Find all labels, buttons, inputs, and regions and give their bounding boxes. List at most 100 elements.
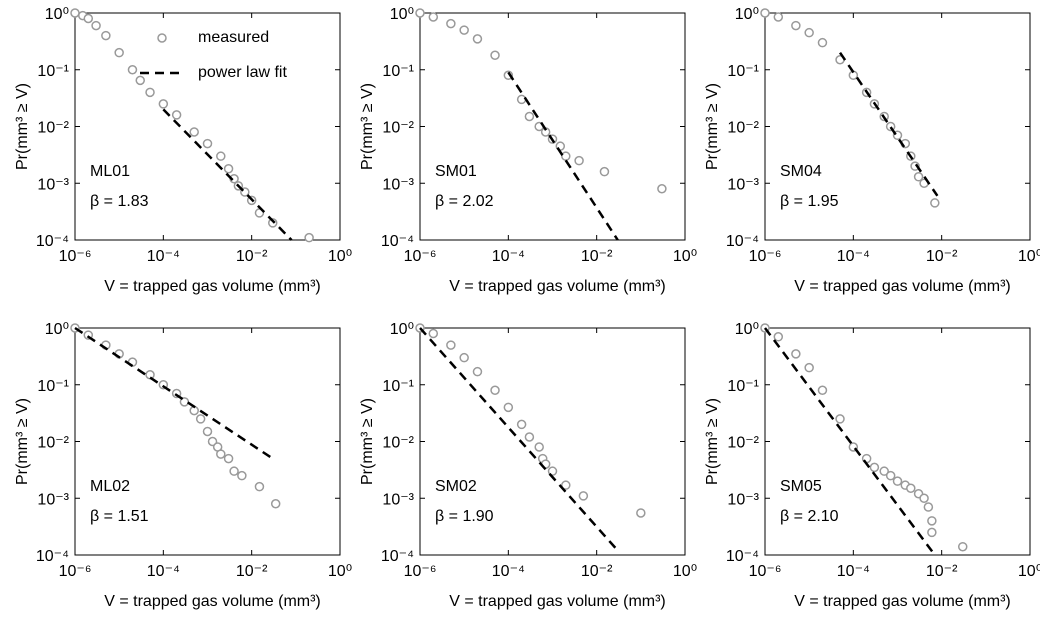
panel-label: SM02 xyxy=(435,478,477,495)
data-point xyxy=(428,328,439,339)
y-tick-label: 10⁻² xyxy=(37,120,69,137)
data-point xyxy=(791,349,801,359)
panel-label: SM01 xyxy=(435,163,477,180)
data-point xyxy=(927,516,937,526)
data-point xyxy=(459,352,469,363)
data-point xyxy=(906,483,916,494)
y-axis-label: Pr(mm³ ≥ V) xyxy=(14,398,31,485)
x-axis-label: V = trapped gas volume (mm³) xyxy=(104,593,321,610)
data-point xyxy=(516,419,527,430)
y-tick-label: 10⁻⁴ xyxy=(726,548,759,565)
data-point xyxy=(599,166,610,177)
data-point xyxy=(254,481,265,492)
x-axis-label: V = trapped gas volume (mm³) xyxy=(794,278,1011,295)
x-tick-label: 10⁰ xyxy=(673,563,697,580)
y-tick-label: 10⁻⁴ xyxy=(36,233,69,250)
y-tick-label: 10⁰ xyxy=(390,321,414,338)
x-tick-label: 10⁻⁶ xyxy=(59,563,92,580)
x-tick-label: 10⁻⁶ xyxy=(749,248,782,265)
data-point xyxy=(91,20,101,31)
data-point xyxy=(923,502,934,512)
data-point xyxy=(216,151,226,161)
y-tick-label: 10⁻³ xyxy=(382,176,414,193)
x-tick-label: 10⁻² xyxy=(236,563,268,580)
y-tick-label: 10⁻² xyxy=(382,435,414,452)
y-tick-label: 10⁻⁴ xyxy=(381,233,414,250)
data-point xyxy=(534,442,544,452)
data-point xyxy=(270,498,281,509)
y-tick-label: 10⁰ xyxy=(45,321,69,338)
x-axis-label: V = trapped gas volume (mm³) xyxy=(449,278,666,295)
data-point xyxy=(229,466,239,476)
data-point xyxy=(145,87,155,98)
data-point xyxy=(459,25,469,35)
data-point xyxy=(114,47,124,58)
x-tick-label: 10⁰ xyxy=(1018,563,1040,580)
x-tick-label: 10⁻⁶ xyxy=(59,248,92,265)
x-tick-label: 10⁻⁴ xyxy=(147,563,180,580)
data-point xyxy=(223,164,234,174)
data-point xyxy=(885,470,896,481)
data-point xyxy=(216,449,226,459)
y-tick-label: 10⁻¹ xyxy=(37,63,69,80)
data-point xyxy=(428,12,439,22)
panel-label: SM04 xyxy=(780,163,822,180)
data-point xyxy=(957,541,968,552)
data-point xyxy=(304,232,314,243)
data-point xyxy=(472,366,483,377)
x-tick-label: 10⁻⁴ xyxy=(492,248,525,265)
y-tick-label: 10⁻⁴ xyxy=(381,548,414,565)
data-point xyxy=(879,466,889,476)
y-tick-label: 10⁰ xyxy=(735,6,759,23)
x-tick-label: 10⁻⁶ xyxy=(749,563,782,580)
y-tick-label: 10⁻¹ xyxy=(37,378,69,395)
data-point xyxy=(189,127,199,137)
data-point xyxy=(773,12,784,22)
x-axis-label: V = trapped gas volume (mm³) xyxy=(449,593,666,610)
x-tick-label: 10⁰ xyxy=(328,563,352,580)
y-tick-label: 10⁰ xyxy=(390,6,414,23)
x-tick-label: 10⁰ xyxy=(673,248,697,265)
panel-label: ML02 xyxy=(90,478,130,495)
data-point xyxy=(223,453,234,464)
data-point xyxy=(773,332,784,342)
data-point xyxy=(636,508,646,518)
data-point xyxy=(202,138,213,149)
y-tick-label: 10⁻¹ xyxy=(382,63,414,80)
y-tick-label: 10⁻² xyxy=(37,435,69,452)
x-tick-label: 10⁻⁴ xyxy=(837,563,870,580)
data-point xyxy=(913,172,924,182)
data-point xyxy=(524,111,535,122)
fit-line xyxy=(419,327,619,552)
data-point xyxy=(919,493,929,503)
data-point xyxy=(927,527,937,538)
beta-label: β = 2.10 xyxy=(780,508,839,525)
data-point xyxy=(503,402,514,413)
data-point xyxy=(574,155,584,166)
y-tick-label: 10⁰ xyxy=(735,321,759,338)
legend-swatch xyxy=(157,33,167,43)
y-tick-label: 10⁻¹ xyxy=(727,378,759,395)
data-point xyxy=(892,476,903,486)
data-point xyxy=(817,385,828,395)
data-point xyxy=(83,13,94,24)
data-point xyxy=(524,432,535,442)
data-point xyxy=(817,37,828,48)
y-tick-label: 10⁰ xyxy=(45,6,69,23)
beta-label: β = 1.90 xyxy=(435,508,494,525)
x-tick-label: 10⁰ xyxy=(328,248,352,265)
data-point xyxy=(490,385,500,395)
data-point xyxy=(516,94,527,105)
x-tick-label: 10⁻² xyxy=(926,248,958,265)
data-point xyxy=(472,34,483,44)
fit-line xyxy=(162,108,293,241)
fit-line xyxy=(507,71,619,241)
y-tick-label: 10⁻³ xyxy=(37,491,69,508)
data-point xyxy=(415,8,425,18)
y-tick-label: 10⁻² xyxy=(382,120,414,137)
y-axis-label: Pr(mm³ ≥ V) xyxy=(359,83,376,170)
y-axis-label: Pr(mm³ ≥ V) xyxy=(359,398,376,485)
